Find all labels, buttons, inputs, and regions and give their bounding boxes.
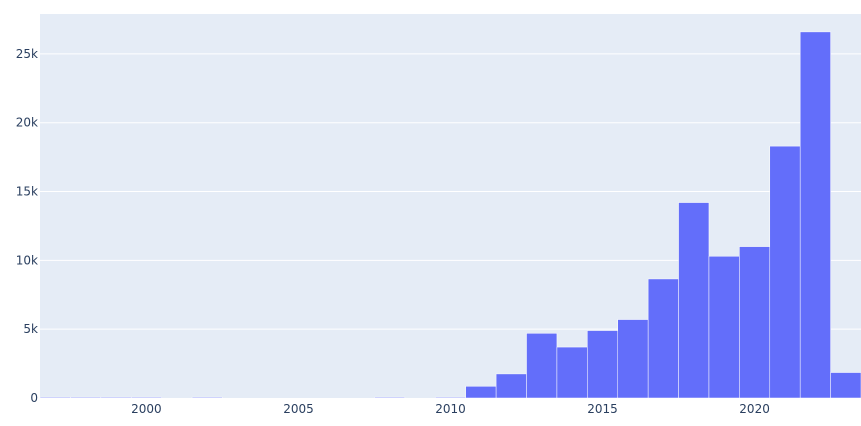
histogram-bar bbox=[495, 373, 527, 399]
histogram-bar bbox=[556, 346, 588, 399]
y-tick-label: 5k bbox=[23, 322, 38, 336]
x-axis-ticks: 2000 2005 2010 2015 2020 bbox=[131, 402, 770, 416]
histogram-bar bbox=[70, 396, 102, 399]
x-tick-label: 2010 bbox=[435, 402, 466, 416]
histogram-bar bbox=[799, 31, 831, 399]
histogram-bar bbox=[465, 386, 497, 399]
histogram-bar bbox=[617, 319, 649, 399]
histogram-bar bbox=[526, 333, 558, 399]
x-tick-label: 2015 bbox=[587, 402, 618, 416]
histogram-bar bbox=[708, 255, 740, 399]
y-tick-label: 20k bbox=[16, 116, 38, 130]
y-tick-label: 10k bbox=[16, 253, 38, 267]
histogram-bar bbox=[830, 372, 861, 399]
x-tick-label: 2000 bbox=[131, 402, 162, 416]
histogram-bar bbox=[587, 330, 618, 399]
x-tick-label: 2005 bbox=[283, 402, 314, 416]
y-axis-ticks: 0 5k 10k 15k 20k 25k bbox=[16, 47, 38, 405]
x-tick-label: 2020 bbox=[739, 402, 770, 416]
histogram-bar bbox=[647, 278, 679, 399]
histogram-bar bbox=[191, 396, 223, 399]
histogram-bar bbox=[769, 145, 801, 399]
bars bbox=[39, 31, 861, 399]
histogram-bar bbox=[130, 396, 162, 399]
histogram-bar bbox=[678, 202, 710, 399]
y-tick-label: 0 bbox=[30, 391, 38, 405]
y-tick-label: 25k bbox=[16, 47, 38, 61]
histogram-bar bbox=[100, 396, 132, 399]
histogram-bar bbox=[435, 396, 466, 399]
y-tick-label: 15k bbox=[16, 185, 38, 199]
histogram-bar bbox=[739, 246, 771, 399]
histogram-bar bbox=[374, 396, 406, 399]
histogram-bar bbox=[39, 396, 71, 399]
